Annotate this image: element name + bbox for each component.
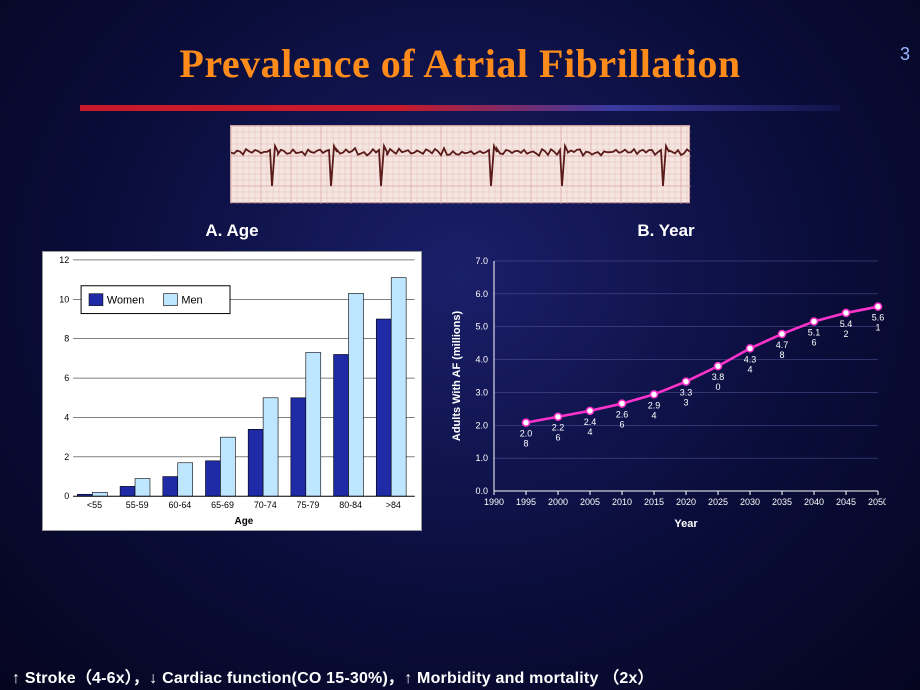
svg-text:6: 6: [64, 373, 69, 383]
panel-b-title: B. Year: [446, 221, 886, 241]
svg-text:12: 12: [59, 255, 69, 265]
svg-text:7.0: 7.0: [475, 256, 488, 266]
svg-text:6: 6: [555, 433, 560, 443]
svg-text:2.0: 2.0: [475, 420, 488, 430]
summary-text: ↑ Stroke（4-6x），↓ Cardiac function(CO 15-…: [12, 664, 908, 688]
svg-text:80-84: 80-84: [339, 500, 362, 510]
slide-title: Prevalence of Atrial Fibrillation: [0, 40, 920, 87]
svg-text:4: 4: [747, 364, 752, 374]
svg-text:2.4: 2.4: [584, 417, 597, 427]
svg-text:5.6: 5.6: [872, 313, 885, 323]
svg-text:55-59: 55-59: [126, 500, 149, 510]
svg-text:2025: 2025: [708, 497, 728, 507]
year-line-chart: 0.0 1.0 2.0 3.0 4.0 5.0 6.0 7.0 1990 1995 2000 2005…: [446, 251, 886, 531]
svg-text:2015: 2015: [644, 497, 664, 507]
svg-text:4: 4: [587, 427, 592, 437]
svg-text:3.0: 3.0: [475, 387, 488, 397]
svg-text:2005: 2005: [580, 497, 600, 507]
svg-text:75-79: 75-79: [297, 500, 320, 510]
svg-text:2045: 2045: [836, 497, 856, 507]
svg-text:>84: >84: [386, 500, 401, 510]
svg-text:60-64: 60-64: [168, 500, 191, 510]
svg-text:4: 4: [64, 412, 69, 422]
svg-text:2.6: 2.6: [616, 410, 629, 420]
svg-text:Year: Year: [674, 518, 698, 530]
svg-text:5.1: 5.1: [808, 327, 821, 337]
svg-text:Age: Age: [235, 516, 254, 527]
svg-text:<55: <55: [87, 500, 102, 510]
svg-text:3.8: 3.8: [712, 372, 725, 382]
panel-a-title: A. Age: [42, 221, 422, 241]
svg-text:5.0: 5.0: [475, 322, 488, 332]
svg-text:2.2: 2.2: [552, 423, 565, 433]
svg-text:10: 10: [59, 294, 69, 304]
svg-text:6: 6: [811, 337, 816, 347]
svg-text:2050: 2050: [868, 497, 886, 507]
svg-text:8: 8: [523, 439, 528, 449]
svg-text:2.9: 2.9: [648, 400, 661, 410]
svg-text:6.0: 6.0: [475, 289, 488, 299]
svg-text:4.7: 4.7: [776, 340, 789, 350]
svg-text:1990: 1990: [484, 497, 504, 507]
ecg-strip: [230, 125, 690, 203]
svg-text:2: 2: [843, 329, 848, 339]
svg-text:6: 6: [619, 420, 624, 430]
svg-text:2035: 2035: [772, 497, 792, 507]
svg-text:2010: 2010: [612, 497, 632, 507]
svg-text:0: 0: [715, 382, 720, 392]
svg-text:1995: 1995: [516, 497, 536, 507]
svg-text:2000: 2000: [548, 497, 568, 507]
page-number: 3: [900, 44, 910, 65]
svg-text:1.0: 1.0: [475, 453, 488, 463]
svg-text:4.3: 4.3: [744, 354, 757, 364]
svg-text:8: 8: [64, 334, 69, 344]
svg-text:Women: Women: [107, 295, 144, 307]
svg-text:4: 4: [651, 410, 656, 420]
divider-bar: [80, 105, 840, 111]
svg-text:2040: 2040: [804, 497, 824, 507]
svg-text:65-69: 65-69: [211, 500, 234, 510]
svg-text:Adults With AF (millions): Adults With AF (millions): [451, 311, 463, 442]
svg-text:3: 3: [683, 398, 688, 408]
svg-text:0.0: 0.0: [475, 486, 488, 496]
svg-text:1: 1: [875, 323, 880, 333]
svg-text:4.0: 4.0: [475, 355, 488, 365]
svg-text:2020: 2020: [676, 497, 696, 507]
svg-text:0: 0: [64, 491, 69, 501]
svg-text:Men: Men: [181, 295, 202, 307]
svg-text:70-74: 70-74: [254, 500, 277, 510]
age-bar-chart: 0 2 4 6 8 10 12 <55 55-59 60-64 65-69 70-74 75-79 80-…: [42, 251, 422, 531]
svg-text:5.4: 5.4: [840, 319, 853, 329]
svg-text:2: 2: [64, 452, 69, 462]
svg-text:8: 8: [779, 350, 784, 360]
svg-text:3.3: 3.3: [680, 388, 693, 398]
svg-text:2030: 2030: [740, 497, 760, 507]
svg-text:2.0: 2.0: [520, 429, 533, 439]
